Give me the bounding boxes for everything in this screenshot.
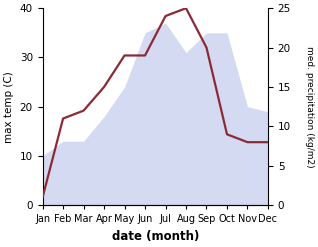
X-axis label: date (month): date (month) [112, 230, 199, 243]
Y-axis label: med. precipitation (kg/m2): med. precipitation (kg/m2) [305, 46, 314, 167]
Y-axis label: max temp (C): max temp (C) [4, 71, 14, 143]
